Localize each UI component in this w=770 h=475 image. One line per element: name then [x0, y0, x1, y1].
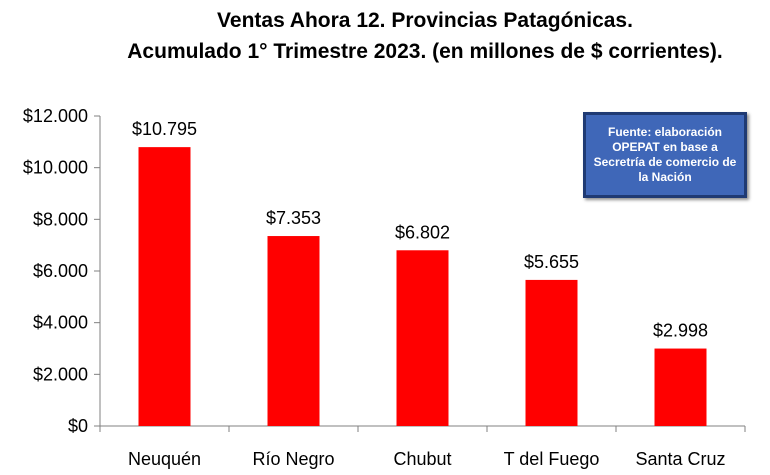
- chart-subtitle: Acumulado 1° Trimestre 2023. (en millone…: [127, 40, 722, 63]
- data-label: $5.655: [524, 252, 579, 272]
- y-tick-label: $4.000: [33, 313, 88, 333]
- source-annotation-box: Fuente: elaboración OPEPAT en base a Sec…: [583, 112, 747, 198]
- data-label: $2.998: [653, 321, 708, 341]
- y-tick-label: $12.000: [23, 106, 88, 126]
- data-label: $10.795: [132, 119, 197, 139]
- x-category-label: Neuquén: [128, 449, 201, 469]
- x-category-label: Río Negro: [252, 449, 334, 469]
- x-axis: Neuquén Río Negro Chubut T del Fuego Santa C…: [99, 425, 746, 469]
- bar-2: [267, 236, 320, 426]
- source-annotation-text: Fuente: elaboración OPEPAT en base a Sec…: [593, 125, 737, 184]
- data-labels: $10.795 $7.353 $6.802 $5.655 $2.998: [132, 119, 708, 340]
- bar-1: [138, 147, 191, 427]
- data-label: $7.353: [266, 208, 321, 228]
- bar-5: [654, 348, 707, 426]
- bar-4: [525, 279, 578, 426]
- y-tick-label: $8.000: [33, 209, 88, 229]
- y-tick-label: $6.000: [33, 261, 88, 281]
- y-tick-label: $0: [68, 416, 88, 436]
- y-tick-label: $2.000: [33, 364, 88, 384]
- bar-3: [396, 250, 449, 426]
- x-category-label: Santa Cruz: [635, 449, 725, 469]
- chart-title: Ventas Ahora 12. Provincias Patagónicas.: [217, 9, 633, 32]
- y-axis: $0 $2.000 $4.000 $6.000 $8.000 $10.000 $12.000: [23, 106, 101, 436]
- y-tick-label: $10.000: [23, 158, 88, 178]
- data-label: $6.802: [395, 222, 450, 242]
- x-category-label: Chubut: [393, 449, 451, 469]
- bars: [138, 147, 707, 427]
- x-category-label: T del Fuego: [504, 449, 600, 469]
